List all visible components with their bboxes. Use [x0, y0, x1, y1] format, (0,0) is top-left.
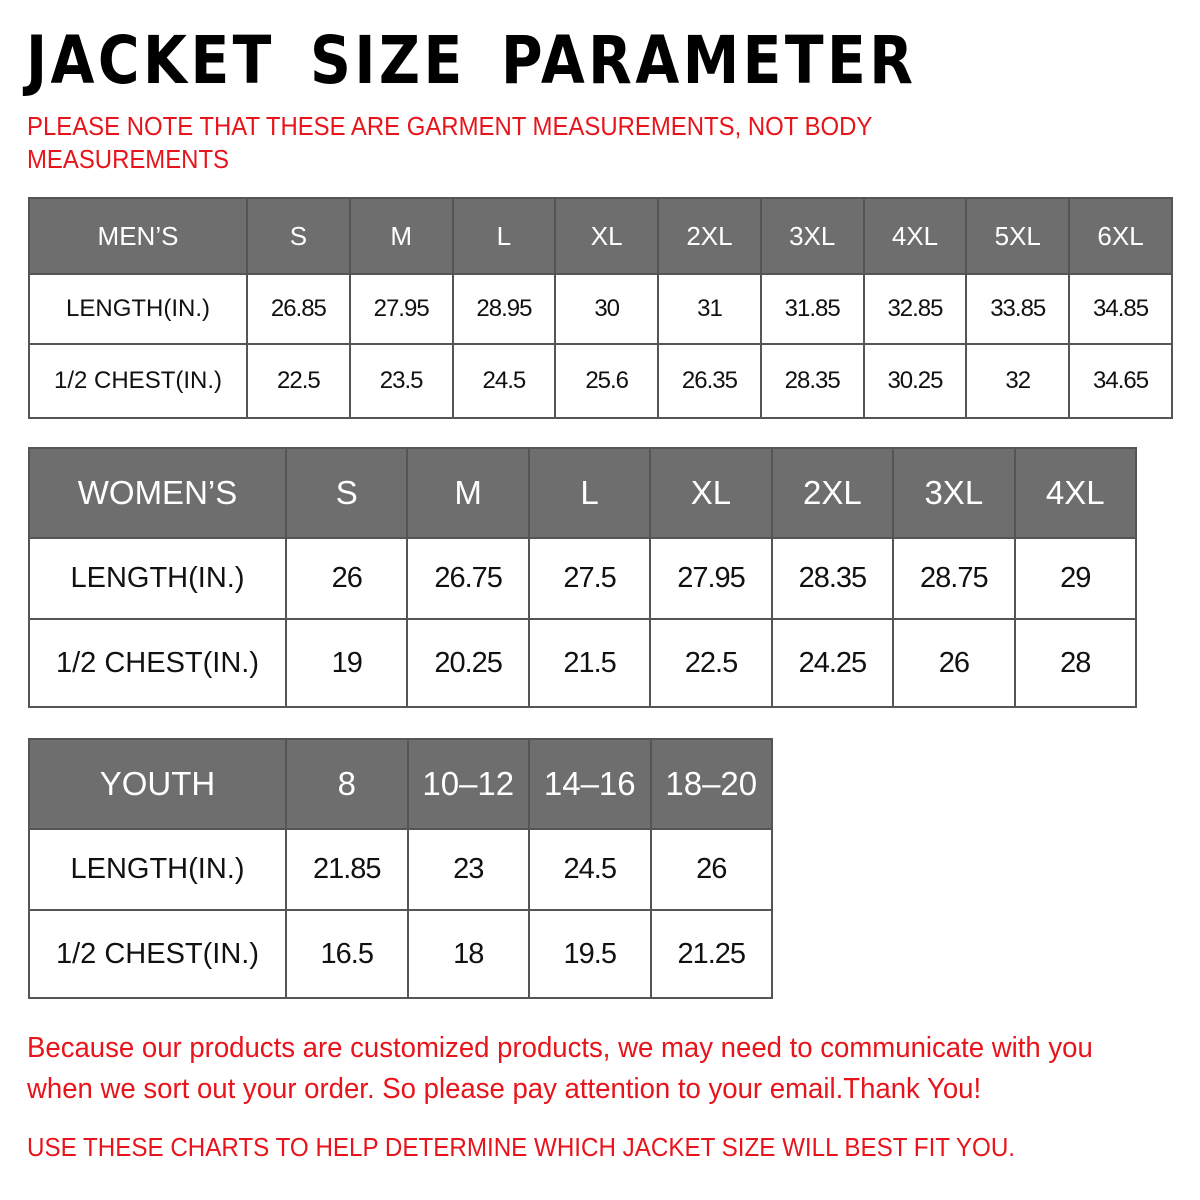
row-label: LENGTH(IN.)	[28, 828, 287, 911]
fit-advice: USE THESE CHARTS TO HELP DETERMINE WHICH…	[27, 1132, 1016, 1162]
measurement-cell: 33.85	[965, 273, 1071, 345]
measurement-cell: 27.5	[527, 537, 652, 620]
size-header: 10–12	[406, 738, 530, 830]
page-title: JACKET SIZE PARAMETER	[26, 22, 917, 99]
measurement-cell: 21.25	[649, 909, 773, 999]
size-header: 2XL	[770, 447, 895, 539]
size-header: 18–20	[649, 738, 773, 830]
category-header: WOMEN’S	[28, 447, 287, 539]
measurement-cell: 21.85	[285, 828, 409, 911]
measurement-cell: 20.25	[406, 618, 530, 708]
measurement-cell: 26.35	[657, 343, 762, 419]
measurement-cell: 23.5	[348, 343, 454, 419]
header-row: WOMEN’S S M L XL 2XL 3XL 4XL	[28, 447, 1138, 539]
row-label: LENGTH(IN.)	[28, 537, 287, 620]
measurement-cell: 32	[965, 343, 1071, 419]
category-header: MEN’S	[28, 197, 248, 275]
measurement-cell: 27.95	[649, 537, 773, 620]
size-header: L	[451, 197, 557, 275]
measurement-cell: 27.95	[348, 273, 454, 345]
header-row: MEN’S S M L XL 2XL 3XL 4XL 5XL 6XL	[28, 197, 1173, 275]
measurement-cell: 26	[649, 828, 773, 911]
measurement-cell: 31.85	[759, 273, 865, 345]
size-header: 8	[285, 738, 409, 830]
row-label: 1/2 CHEST(IN.)	[28, 343, 248, 419]
measurement-note: PLEASE NOTE THAT THESE ARE GARMENT MEASU…	[27, 111, 872, 174]
size-header: 5XL	[965, 197, 1071, 275]
measurement-cell: 32.85	[862, 273, 968, 345]
measurement-cell: 31	[657, 273, 762, 345]
measurement-cell: 28	[1013, 618, 1138, 708]
measurement-cell: 28.95	[451, 273, 557, 345]
size-header: 4XL	[862, 197, 968, 275]
table-row: LENGTH(IN.) 26.85 27.95 28.95 30 31 31.85 32.85…	[28, 273, 1173, 345]
table-row: 1/2 CHEST(IN.) 16.5 18 19.5 21.25	[28, 909, 773, 999]
size-header: XL	[554, 197, 660, 275]
measurement-cell: 26.75	[406, 537, 530, 620]
customization-message: Because our products are customized prod…	[27, 1032, 1093, 1105]
measurement-cell: 22.5	[246, 343, 351, 419]
row-label: LENGTH(IN.)	[28, 273, 248, 345]
size-header: M	[406, 447, 530, 539]
measurement-cell: 26	[284, 537, 409, 620]
measurement-cell: 28.35	[759, 343, 865, 419]
measurement-cell: 34.85	[1068, 273, 1173, 345]
size-header: 6XL	[1068, 197, 1173, 275]
size-header: 3XL	[759, 197, 865, 275]
measurement-cell: 24.5	[451, 343, 557, 419]
table-row: 1/2 CHEST(IN.) 22.5 23.5 24.5 25.6 26.35 28.35…	[28, 343, 1173, 419]
size-header: 14–16	[528, 738, 652, 830]
measurement-cell: 16.5	[285, 909, 409, 999]
table-row: LENGTH(IN.) 21.85 23 24.5 26	[28, 828, 773, 911]
size-header: L	[527, 447, 652, 539]
measurement-cell: 24.25	[770, 618, 895, 708]
measurement-cell: 22.5	[649, 618, 773, 708]
size-header: 3XL	[892, 447, 1016, 539]
mens-size-table: MEN’S S M L XL 2XL 3XL 4XL 5XL 6XL LENGTH(IN.) 26.8…	[28, 197, 1173, 419]
measurement-cell: 19.5	[528, 909, 652, 999]
size-header: M	[348, 197, 454, 275]
measurement-cell: 29	[1013, 537, 1138, 620]
row-label: 1/2 CHEST(IN.)	[28, 618, 287, 708]
womens-size-table: WOMEN’S S M L XL 2XL 3XL 4XL LENGTH(IN.) 26 26.75 2…	[28, 447, 1138, 708]
measurement-cell: 23	[406, 828, 530, 911]
measurement-cell: 18	[406, 909, 530, 999]
measurement-cell: 21.5	[527, 618, 652, 708]
measurement-cell: 30.25	[862, 343, 968, 419]
measurement-cell: 25.6	[554, 343, 660, 419]
row-label: 1/2 CHEST(IN.)	[28, 909, 287, 999]
measurement-cell: 19	[284, 618, 409, 708]
youth-size-table: YOUTH 8 10–12 14–16 18–20 LENGTH(IN.) 21.85 23 2…	[28, 738, 773, 999]
measurement-cell: 24.5	[528, 828, 652, 911]
measurement-cell: 28.75	[892, 537, 1016, 620]
size-header: 2XL	[657, 197, 762, 275]
category-header: YOUTH	[28, 738, 287, 830]
size-header: XL	[649, 447, 773, 539]
measurement-cell: 26.85	[246, 273, 351, 345]
measurement-cell: 26	[892, 618, 1016, 708]
header-row: YOUTH 8 10–12 14–16 18–20	[28, 738, 773, 830]
size-header: S	[246, 197, 351, 275]
table-row: LENGTH(IN.) 26 26.75 27.5 27.95 28.35 28.75 29	[28, 537, 1138, 620]
size-header: S	[284, 447, 409, 539]
size-header: 4XL	[1013, 447, 1138, 539]
measurement-cell: 28.35	[770, 537, 895, 620]
measurement-cell: 34.65	[1068, 343, 1173, 419]
table-row: 1/2 CHEST(IN.) 19 20.25 21.5 22.5 24.25 26 28	[28, 618, 1138, 708]
measurement-cell: 30	[554, 273, 660, 345]
